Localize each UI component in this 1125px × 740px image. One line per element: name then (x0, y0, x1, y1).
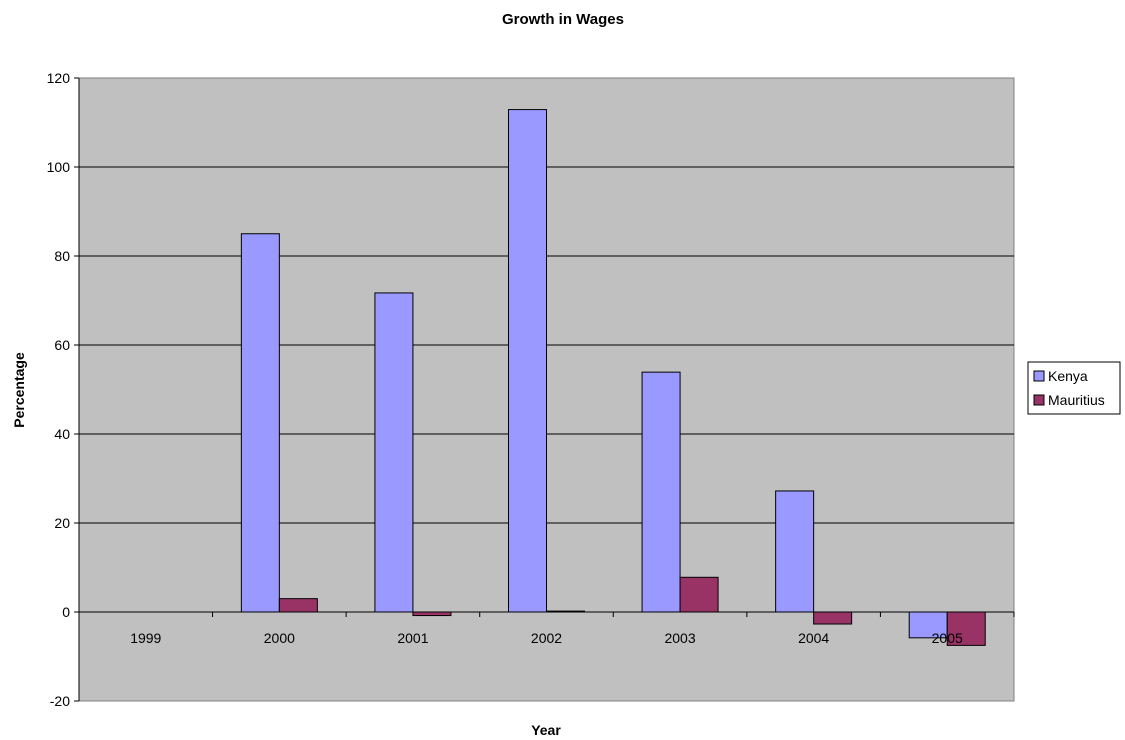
x-tick-label: 2001 (397, 630, 428, 646)
bars (240, 109, 986, 646)
x-tick-label: 2002 (531, 630, 562, 646)
legend: Kenya Mauritius (1027, 361, 1121, 415)
bar-kenya-2005 (908, 611, 948, 639)
y-tick-label: 0 (62, 604, 70, 620)
bar-kenya-2002 (508, 109, 547, 613)
y-tick-label: 120 (47, 70, 71, 86)
axes: -20 0 20 40 60 80 100 120 1999 2000 2001 2002 2003 20… (47, 70, 1015, 709)
bar-kenya-2003 (641, 371, 681, 613)
bar-mauritius-2005 (946, 611, 986, 646)
x-tick-label: 2004 (798, 630, 829, 646)
bar-mauritius-2000 (278, 598, 318, 613)
legend-swatch-mauritius (1033, 394, 1045, 406)
legend-swatch-kenya (1033, 370, 1045, 382)
y-tick-label: 60 (54, 337, 70, 353)
legend-label-mauritius: Mauritius (1048, 392, 1105, 408)
bar-kenya-2004 (775, 490, 815, 613)
y-tick-label: 80 (54, 248, 70, 264)
y-tick-label: 100 (47, 159, 71, 175)
legend-label-kenya: Kenya (1048, 368, 1088, 384)
bar-kenya-2000 (240, 233, 280, 613)
chart-title: Growth in Wages (502, 11, 624, 28)
bar-mauritius-2004 (813, 611, 853, 625)
x-tick-label: 1999 (130, 630, 161, 646)
bar-kenya-2001 (374, 292, 414, 613)
x-tick-label: 2005 (932, 630, 963, 646)
bar-mauritius-2001 (412, 611, 452, 617)
x-tick-label: 2003 (664, 630, 695, 646)
y-tick-label: -20 (50, 693, 70, 709)
y-axis-label: Percentage (11, 352, 27, 428)
y-tick-label: 40 (54, 426, 70, 442)
x-axis-label: Year (531, 722, 561, 738)
bar-mauritius-2003 (679, 576, 719, 613)
x-tick-label: 2000 (264, 630, 295, 646)
y-tick-label: 20 (54, 515, 70, 531)
